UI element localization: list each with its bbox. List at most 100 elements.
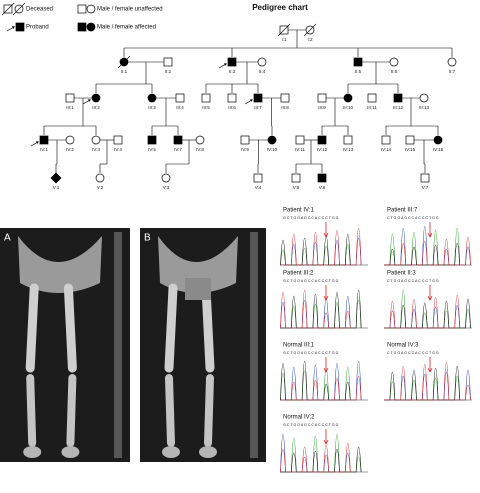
pedigree-square: [295, 135, 305, 145]
pedigree-square: [393, 93, 403, 103]
node-label: II:3: [229, 69, 236, 74]
trace: [384, 299, 471, 329]
mutation-arrow: [323, 285, 329, 301]
pedigree-diamond: [50, 172, 62, 184]
mutation-arrow: [427, 222, 433, 238]
trace: [384, 362, 471, 401]
trace: [280, 434, 362, 473]
pedigree-square: [253, 93, 263, 103]
node-label: III:4: [176, 105, 184, 110]
trace: [280, 243, 351, 266]
pedigree-circle: [91, 93, 101, 103]
pedigree-square: [240, 135, 250, 145]
pedigree-circle: [343, 93, 353, 103]
trace: [384, 294, 460, 329]
pedigree-circle: [95, 173, 105, 183]
panel-label: A: [4, 233, 11, 244]
pedigree-title: Pedigree chart: [252, 3, 308, 12]
tibia: [66, 374, 77, 447]
tibia: [165, 374, 175, 447]
pedigree-circle: [147, 93, 157, 103]
pedigree-square: [113, 135, 123, 145]
pedigree-square: [227, 57, 237, 67]
legend-unaffected: Male / female unaffected: [97, 7, 163, 13]
node-label: III:2: [92, 105, 100, 110]
node-label: V:5: [293, 185, 300, 190]
femur: [164, 283, 178, 373]
femur: [201, 283, 215, 373]
sequence: C T G G A G C C A C C C T G G: [387, 351, 439, 355]
sequence: C T G G A G C C A C C C T G G: [387, 279, 439, 283]
foot: [23, 446, 42, 458]
node-label: V:4: [255, 185, 262, 190]
legend-deceased: Deceased: [26, 7, 53, 13]
trace: [280, 290, 351, 329]
node-label: II:7: [449, 69, 456, 74]
pedigree-square: [175, 93, 185, 103]
pedigree-square: [317, 93, 327, 103]
proband-arrowhead: [224, 63, 227, 66]
ruler: [114, 232, 122, 458]
sequence: G C T G G A G C C A C C C T G G: [283, 216, 339, 220]
mutation-arrow: [323, 429, 329, 445]
node-label: IV:1: [40, 147, 48, 152]
deceased-slash: [117, 55, 131, 69]
sequence: C T G G A G C C A C C C T G G: [387, 216, 439, 220]
pedigree-circle: [419, 93, 429, 103]
node-label: II:2: [165, 69, 172, 74]
node-label: IV:7: [174, 147, 182, 152]
pedigree-circle: [447, 57, 457, 67]
chromatogram-title: Patient III:2: [283, 271, 314, 277]
pedigree-square: [367, 93, 377, 103]
chromatogram-title: Normal III:1: [283, 343, 315, 349]
trace: [280, 295, 351, 329]
trace: [280, 361, 351, 401]
sequence: G C T G G A G C C A C C C T G G: [283, 423, 339, 427]
proband-arrowhead: [88, 99, 91, 102]
pedigree-circle: [257, 57, 267, 67]
pedigree-square: [173, 135, 183, 145]
proband-arrowhead: [250, 99, 253, 102]
trace: [280, 434, 351, 473]
proband-arrowhead: [36, 141, 39, 144]
pedigree-square: [317, 173, 327, 183]
node-label: V:6: [319, 185, 326, 190]
legend-proband: Proband: [26, 25, 49, 31]
pelvis: [18, 236, 102, 293]
chromatogram-title: Patient II:3: [387, 271, 416, 277]
pedigree-square: [163, 57, 173, 67]
panel-label: B: [144, 233, 151, 244]
node-label: III:10: [343, 105, 354, 110]
node-label: V:3: [163, 185, 170, 190]
trace: [384, 237, 471, 266]
ruler: [250, 232, 258, 458]
trace: [280, 375, 362, 401]
pedigree-square: [227, 93, 237, 103]
pedigree-square: [65, 93, 75, 103]
pedigree-square: [291, 173, 301, 183]
node-label: III:5: [202, 105, 210, 110]
sequence: G C T G G A G C C A C C C T G G: [283, 279, 339, 283]
trace: [280, 228, 362, 266]
pedigree-square: [15, 22, 25, 32]
node-label: II:1: [121, 69, 128, 74]
foot: [61, 446, 80, 458]
trace: [280, 366, 351, 401]
pedigree-circle: [91, 135, 101, 145]
pedigree-circle: [86, 4, 96, 14]
node-label: III:7: [254, 105, 262, 110]
pedigree-square: [420, 173, 430, 183]
trace: [384, 365, 460, 401]
node-label: III:8: [281, 105, 289, 110]
node-label: III:12: [393, 105, 404, 110]
shield: [185, 278, 211, 300]
pedigree-square: [317, 135, 327, 145]
node-label: I:1: [281, 37, 287, 42]
chromatogram-title: Normal IV:2: [283, 415, 315, 421]
pedigree-square: [353, 57, 363, 67]
foot: [199, 446, 217, 458]
node-label: IV:13: [343, 147, 354, 152]
deceased-slash: [1, 2, 15, 16]
pedigree-square: [280, 93, 290, 103]
